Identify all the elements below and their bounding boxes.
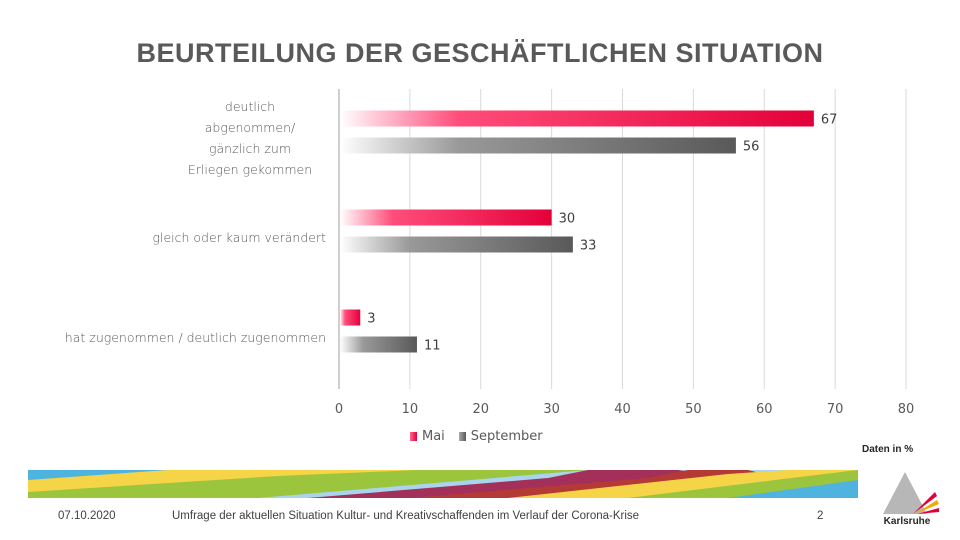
x-tick-label: 50	[685, 402, 702, 417]
category-label-line: gänzlich zum	[208, 141, 292, 156]
category-label-line: Erliegen gekommen	[187, 162, 313, 177]
logo-text: Karlsruhe	[883, 516, 931, 527]
data-label: 3	[367, 312, 375, 327]
legend: Mai September	[410, 429, 551, 444]
category-label-line: gleich oder kaum verändert	[152, 229, 326, 245]
karlsruhe-logo-icon	[883, 472, 939, 514]
x-tick-label: 80	[898, 402, 915, 417]
bar-september	[340, 236, 573, 253]
slide-title: BEURTEILUNG DER GESCHÄFTLICHEN SITUATION	[136, 38, 824, 68]
bar-mai	[340, 309, 361, 326]
data-label: 11	[424, 339, 441, 354]
category-label-line: abgenommen/	[204, 120, 296, 135]
x-axis-ticks: 0 10 20 30 40 50 60 70 80	[335, 402, 914, 417]
category-label-line: deutlich	[224, 99, 276, 114]
unit-note: Daten in %	[862, 444, 914, 455]
legend-item-mai: Mai	[410, 429, 445, 444]
x-tick-label: 70	[827, 402, 844, 417]
legend-item-september: September	[458, 429, 543, 444]
bar-mai	[340, 110, 814, 127]
category-label: hat zugenommen / deutlich zugenommen	[20, 327, 326, 348]
data-label: 56	[743, 140, 760, 155]
bar-september	[340, 137, 736, 154]
category-label-line: hat zugenommen / deutlich zugenommen	[64, 329, 326, 345]
decorative-banner	[28, 470, 858, 498]
x-tick-label: 60	[756, 402, 773, 417]
x-tick-label: 10	[402, 402, 419, 417]
bar-september	[340, 336, 417, 353]
x-tick-label: 30	[543, 402, 560, 417]
legend-label-mai: Mai	[422, 429, 445, 444]
data-label: 30	[559, 212, 576, 227]
x-tick-label: 20	[472, 402, 489, 417]
x-tick-label: 40	[614, 402, 631, 417]
legend-label-september: September	[470, 429, 543, 444]
bars	[340, 110, 814, 353]
category-label: deutlich abgenommen/gänzlich zum Erliegen …	[160, 96, 340, 180]
data-label: 67	[821, 113, 838, 128]
category-label: gleich oder kaum verändert	[20, 227, 326, 248]
data-label: 33	[580, 239, 597, 254]
legend-swatch-mai	[410, 432, 417, 441]
footer-date: 07.10.2020	[58, 510, 116, 522]
x-tick-label: 0	[335, 402, 343, 417]
legend-swatch-september	[458, 432, 466, 441]
footer-subject: Umfrage der aktuellen Situation Kultur- …	[172, 510, 640, 522]
page-number: 2	[817, 510, 824, 522]
bar-mai	[340, 209, 552, 226]
